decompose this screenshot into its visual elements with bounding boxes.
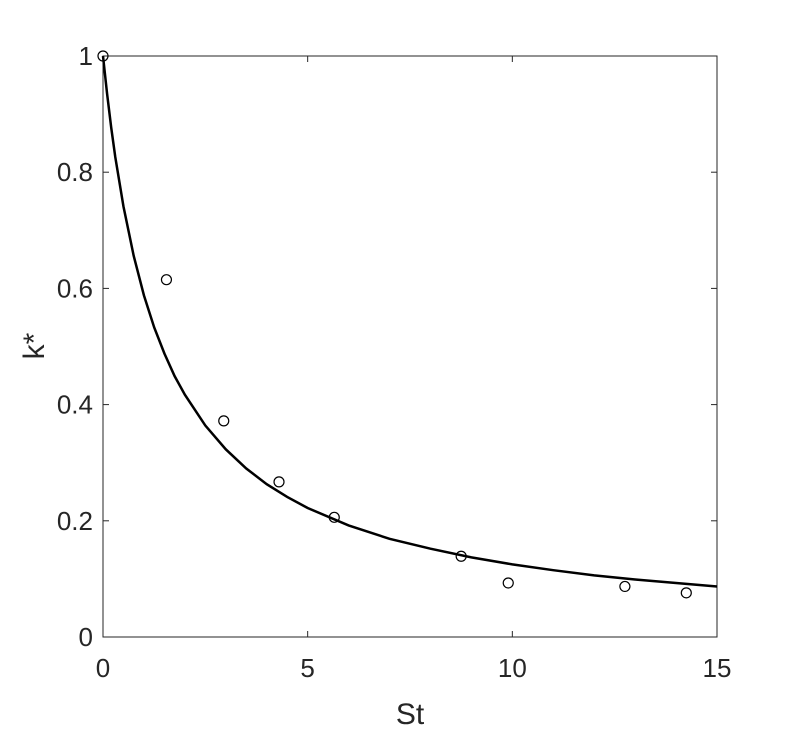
x-tick-label: 0 [96,653,110,683]
data-point [328,511,340,523]
data-point [273,476,285,488]
data-markers [97,50,692,599]
y-axis-label: k* [18,332,51,359]
y-tick-label: 1 [79,41,93,71]
y-tick-label: 0 [79,622,93,652]
data-point [680,587,692,599]
y-tick-label: 0.4 [57,390,93,420]
y-tick-label: 0.8 [57,157,93,187]
x-tick-label: 10 [498,653,527,683]
data-point [502,577,514,589]
x-axis-ticks: 0 5 10 15 [96,56,732,683]
data-point [160,274,173,286]
x-tick-label: 15 [703,653,732,683]
x-tick-label: 5 [300,653,314,683]
plot-area [102,55,718,638]
data-point [619,580,631,593]
y-axis-ticks: 0 0.2 0.4 0.6 0.8 1 [57,41,717,652]
data-point [218,415,230,427]
y-tick-label: 0.2 [57,506,93,536]
data-point [97,50,109,62]
y-tick-label: 0.6 [57,273,93,303]
fit-curve [101,55,718,588]
x-axis-label: St [396,698,425,731]
data-point [455,550,467,562]
